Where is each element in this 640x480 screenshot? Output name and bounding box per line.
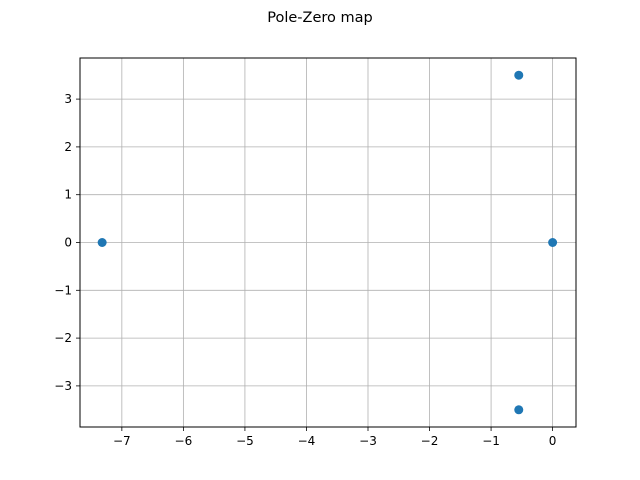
pole-point bbox=[548, 238, 558, 247]
data-points bbox=[97, 70, 558, 415]
x-tick-label: −5 bbox=[236, 434, 254, 448]
y-tick-label: −1 bbox=[54, 283, 72, 297]
chart-title: Pole-Zero map bbox=[267, 10, 372, 26]
x-tick-label: 0 bbox=[549, 434, 557, 448]
y-tick-label: 1 bbox=[64, 188, 72, 202]
x-tick-label: −4 bbox=[298, 434, 316, 448]
y-tick-label: 2 bbox=[64, 140, 72, 154]
x-tick-label: −2 bbox=[421, 434, 439, 448]
y-tick-label: −3 bbox=[54, 379, 72, 393]
pole-point bbox=[514, 405, 524, 415]
x-tick-label: −6 bbox=[175, 434, 193, 448]
grid-lines bbox=[80, 58, 576, 427]
pole-point bbox=[97, 238, 107, 247]
axis-ticks: −7 −6 −5 −4 −3 −2 −1 0 3 2 1 0 −1 −2 −3 bbox=[54, 92, 556, 448]
y-tick-label: −2 bbox=[54, 331, 72, 345]
y-tick-label: 0 bbox=[64, 236, 72, 250]
x-tick-label: −1 bbox=[482, 434, 500, 448]
x-tick-label: −3 bbox=[359, 434, 377, 448]
pole-point bbox=[514, 70, 524, 80]
y-tick-label: 3 bbox=[64, 92, 72, 106]
x-tick-label: −7 bbox=[113, 434, 131, 448]
